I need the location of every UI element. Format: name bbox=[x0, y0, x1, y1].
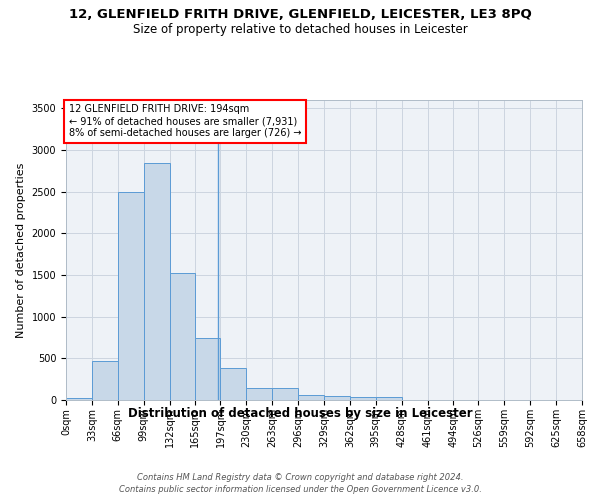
Bar bbox=[324, 396, 350, 400]
Bar bbox=[247, 388, 272, 400]
Bar bbox=[350, 396, 376, 400]
Bar bbox=[196, 338, 220, 400]
Bar bbox=[220, 368, 247, 400]
Bar bbox=[92, 361, 118, 400]
Bar bbox=[118, 192, 143, 400]
Text: 12, GLENFIELD FRITH DRIVE, GLENFIELD, LEICESTER, LE3 8PQ: 12, GLENFIELD FRITH DRIVE, GLENFIELD, LE… bbox=[68, 8, 532, 20]
Text: Contains HM Land Registry data © Crown copyright and database right 2024.: Contains HM Land Registry data © Crown c… bbox=[137, 472, 463, 482]
Bar bbox=[170, 274, 196, 400]
Text: Distribution of detached houses by size in Leicester: Distribution of detached houses by size … bbox=[128, 408, 472, 420]
Text: Contains public sector information licensed under the Open Government Licence v3: Contains public sector information licen… bbox=[119, 485, 481, 494]
Bar bbox=[272, 388, 298, 400]
Text: 12 GLENFIELD FRITH DRIVE: 194sqm
← 91% of detached houses are smaller (7,931)
8%: 12 GLENFIELD FRITH DRIVE: 194sqm ← 91% o… bbox=[68, 104, 301, 138]
Bar bbox=[376, 396, 401, 400]
Text: Size of property relative to detached houses in Leicester: Size of property relative to detached ho… bbox=[133, 22, 467, 36]
Y-axis label: Number of detached properties: Number of detached properties bbox=[16, 162, 26, 338]
Bar bbox=[66, 398, 92, 400]
Bar bbox=[298, 394, 324, 400]
Bar bbox=[143, 162, 170, 400]
